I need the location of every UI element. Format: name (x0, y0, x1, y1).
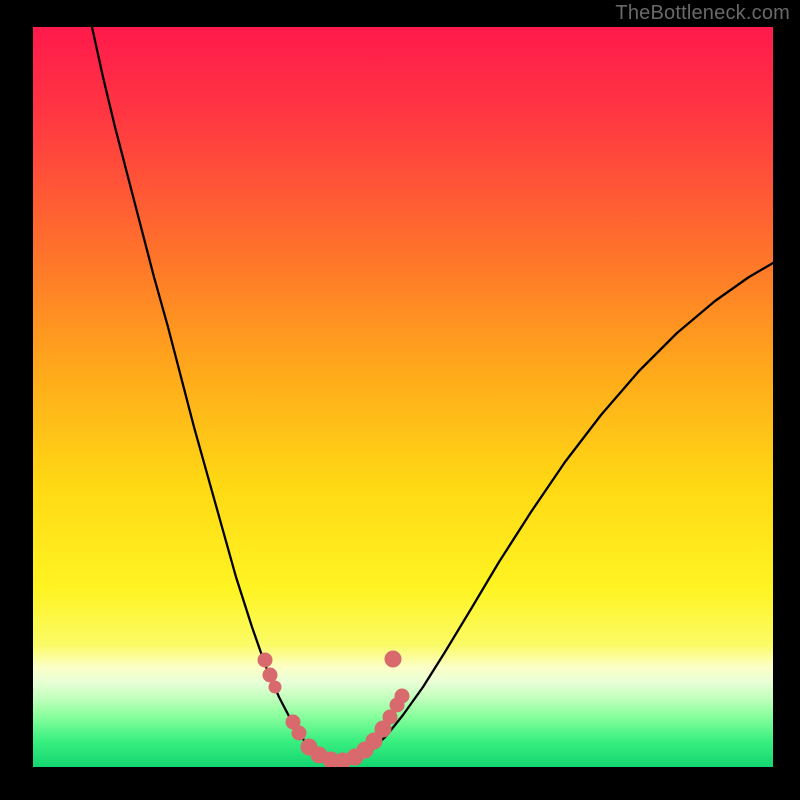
data-marker (395, 689, 409, 703)
chart-container: TheBottleneck.com (0, 0, 800, 800)
data-marker (263, 668, 277, 682)
plot-background (33, 27, 773, 767)
data-marker (258, 653, 272, 667)
data-marker (269, 681, 281, 693)
watermark-text: TheBottleneck.com (615, 2, 790, 25)
data-marker (385, 651, 401, 667)
bottleneck-chart (0, 0, 800, 800)
data-marker (292, 726, 306, 740)
